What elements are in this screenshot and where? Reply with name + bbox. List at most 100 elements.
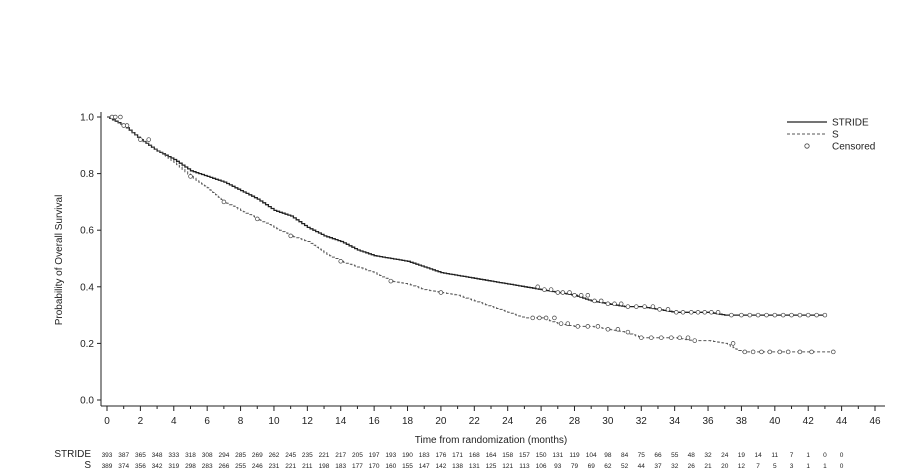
y-tick-label: 0.0 bbox=[80, 396, 94, 407]
censored-marker bbox=[535, 284, 540, 290]
risk-value: 1 bbox=[806, 452, 810, 459]
x-tick-label: 14 bbox=[335, 416, 347, 427]
legend-stride-label: STRIDE bbox=[832, 118, 869, 129]
censored-marker bbox=[777, 349, 783, 355]
censored-marker bbox=[530, 315, 535, 321]
censored-marker bbox=[121, 123, 126, 128]
risk-value: 262 bbox=[269, 452, 280, 459]
censored-marker bbox=[113, 114, 118, 120]
x-tick-label: 40 bbox=[769, 416, 781, 427]
risk-value: 52 bbox=[621, 463, 629, 470]
risk-value: 11 bbox=[771, 452, 778, 459]
censored-marker bbox=[595, 324, 601, 329]
censored-marker bbox=[338, 259, 343, 264]
risk-value: 32 bbox=[704, 452, 712, 459]
risk-value: 221 bbox=[319, 452, 330, 459]
censored-marker bbox=[780, 312, 786, 318]
risk-value: 66 bbox=[654, 452, 662, 459]
risk-value: 84 bbox=[621, 452, 629, 459]
censored-marker bbox=[598, 298, 604, 304]
risk-value: 142 bbox=[435, 463, 446, 470]
censored-marker bbox=[657, 307, 662, 312]
censored-marker bbox=[567, 290, 572, 295]
risk-value: 155 bbox=[402, 463, 413, 470]
risk-value: 190 bbox=[402, 452, 413, 459]
x-tick-label: 38 bbox=[736, 416, 748, 427]
risk-value: 150 bbox=[536, 452, 547, 459]
censored-marker bbox=[709, 310, 714, 315]
risk-value: 21 bbox=[704, 463, 712, 470]
axes bbox=[100, 112, 885, 407]
censored-marker bbox=[438, 290, 444, 295]
risk-value: 48 bbox=[688, 452, 696, 459]
series-line-stride bbox=[107, 116, 825, 316]
risk-value: 365 bbox=[135, 452, 146, 459]
risk-value: 308 bbox=[202, 452, 213, 459]
risk-value: 283 bbox=[202, 463, 213, 470]
censored-marker bbox=[702, 310, 707, 315]
risk-value: 98 bbox=[604, 452, 612, 459]
censored-marker bbox=[650, 304, 656, 309]
x-tick-label: 28 bbox=[569, 416, 581, 427]
censored-marker bbox=[680, 310, 686, 315]
risk-value: 333 bbox=[168, 452, 179, 459]
risk-value: 55 bbox=[671, 452, 679, 459]
risk-value: 32 bbox=[671, 463, 679, 470]
risk-value: 183 bbox=[419, 452, 430, 459]
censored-marker bbox=[715, 310, 721, 315]
y-tick-label: 0.4 bbox=[80, 282, 94, 293]
risk-value: 318 bbox=[185, 452, 196, 459]
risk-value: 138 bbox=[452, 463, 463, 470]
risk-value: 211 bbox=[302, 463, 313, 470]
censored-marker bbox=[767, 349, 773, 355]
censored-marker bbox=[575, 324, 581, 329]
legend-censored-label: Censored bbox=[832, 142, 875, 153]
risk-value: 266 bbox=[218, 463, 229, 470]
censored-marker bbox=[755, 312, 761, 318]
censored-marker bbox=[138, 137, 143, 142]
censor-layer bbox=[109, 114, 836, 355]
censored-marker bbox=[695, 310, 701, 315]
risk-value: 255 bbox=[235, 463, 246, 470]
censored-marker bbox=[615, 327, 621, 332]
series-line-s bbox=[107, 116, 834, 353]
risk-value: 294 bbox=[218, 452, 229, 459]
risk-value: 168 bbox=[469, 452, 480, 459]
legend-s-label: S bbox=[832, 130, 839, 141]
censored-marker bbox=[805, 312, 811, 318]
censored-marker bbox=[689, 310, 694, 315]
censored-marker bbox=[685, 335, 691, 340]
risk-value: 1 bbox=[823, 463, 827, 470]
x-tick-label: 8 bbox=[238, 416, 244, 427]
censored-marker bbox=[605, 327, 611, 332]
censored-marker bbox=[118, 114, 123, 120]
x-axis-label: Time from randomization (months) bbox=[415, 435, 567, 446]
censored-marker bbox=[747, 312, 753, 318]
risk-value: 75 bbox=[638, 452, 646, 459]
censored-marker bbox=[730, 341, 736, 346]
censored-marker bbox=[659, 335, 664, 340]
censored-marker bbox=[764, 312, 769, 318]
risk-value: 387 bbox=[118, 452, 129, 459]
risk-value: 19 bbox=[738, 452, 746, 459]
censored-marker bbox=[552, 315, 557, 321]
risk-value: 62 bbox=[604, 463, 612, 470]
x-tick-label: 20 bbox=[435, 416, 447, 427]
risk-values: 393 387 365 348 333 318 308 294 285 269 262 245 235 2… bbox=[102, 452, 844, 470]
risk-value: 298 bbox=[185, 463, 196, 470]
censored-marker bbox=[639, 335, 644, 340]
censored-marker bbox=[288, 233, 293, 239]
censored-marker bbox=[822, 312, 828, 318]
censored-marker bbox=[558, 321, 564, 326]
censored-marker bbox=[572, 293, 577, 298]
risk-value: 44 bbox=[638, 463, 646, 470]
risk-value: 3 bbox=[790, 463, 794, 470]
risk-value: 69 bbox=[588, 463, 596, 470]
risk-value: 221 bbox=[285, 463, 296, 470]
risk-value: 0 bbox=[840, 463, 844, 470]
censored-marker bbox=[772, 312, 778, 318]
censored-marker bbox=[555, 290, 561, 295]
y-ticks: 0.0 0.2 0.4 0.6 0.8 1.0 bbox=[80, 113, 101, 407]
risk-value: 246 bbox=[252, 463, 263, 470]
